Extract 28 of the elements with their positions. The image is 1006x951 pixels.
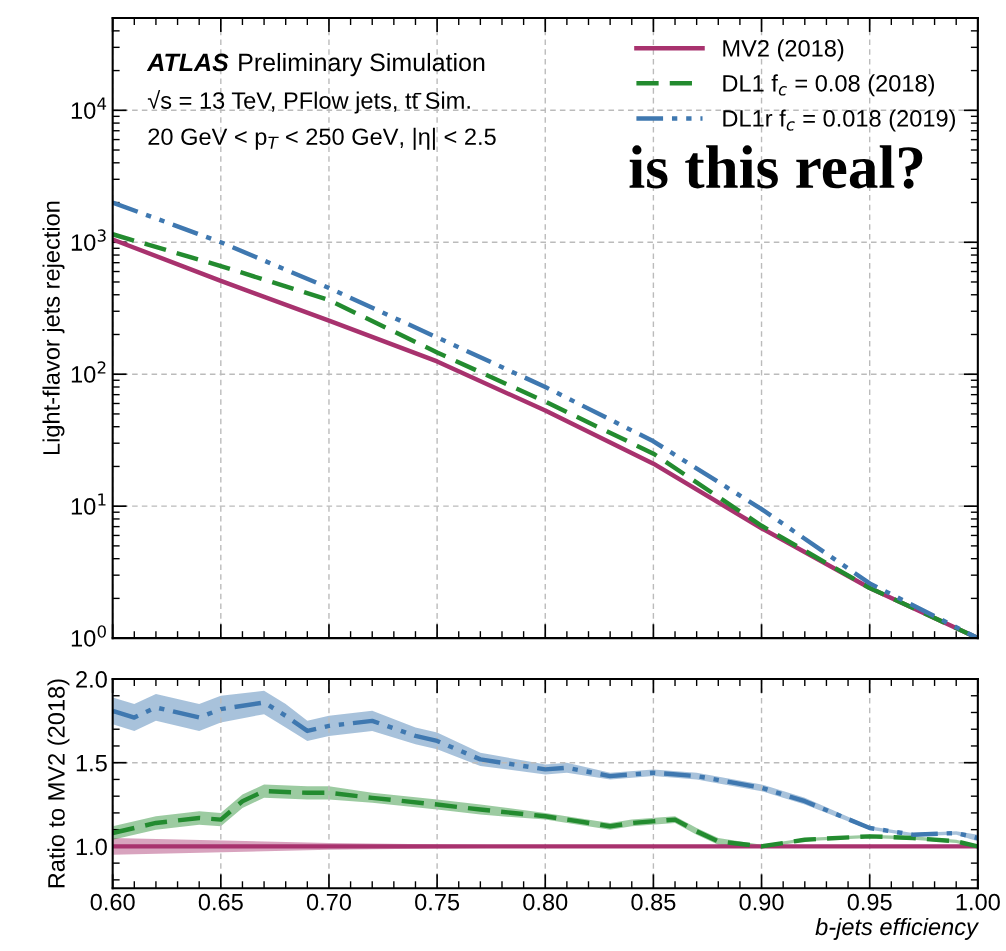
x-tick-label: 0.60 (90, 893, 135, 911)
x-tick-label: 0.70 (306, 893, 352, 911)
y-tick-label: 10$^{4}$ (71, 97, 107, 119)
legend-label: DL1r f$_{c}$ = 0.018 (2019) (723, 109, 956, 132)
x-tick-label: 0.85 (631, 893, 676, 911)
x-tick-label: 0.90 (739, 893, 784, 911)
legend-label: MV2 (2018) (723, 39, 844, 62)
y-tick-label: 1.5 (76, 755, 107, 772)
y-tick-label: 10$^{2}$ (71, 361, 106, 383)
y-axis-title: Light-flavor jets rejection (42, 201, 65, 455)
y-axis-title: Ratio to MV2 (2018) (47, 679, 70, 888)
annotation: 20 GeV < p$_{T}$ < 250 GeV, |η| < 2.5 (148, 127, 496, 150)
annotation: Preliminary Simulation (239, 52, 485, 77)
x-tick-label: 0.65 (198, 893, 243, 911)
y-tick-label: 1.0 (76, 838, 107, 856)
x-tick-label: 0.80 (523, 893, 568, 911)
annotation: √s = 13 TeV, PFlow jets, tt̄ Sim. (147, 89, 470, 114)
x-tick-label: 0.95 (847, 893, 892, 911)
legend-label: DL1 f$_{c}$ = 0.08 (2018) (723, 74, 935, 97)
x-axis-title: b-jets efficiency (815, 917, 980, 940)
x-tick-label: 1.00 (956, 893, 1000, 911)
x-tick-label: 0.75 (415, 893, 460, 911)
annotation: ATLAS (146, 53, 229, 72)
y-tick-label: 10$^{0}$ (71, 625, 106, 647)
annotation: is this real? (629, 145, 923, 189)
y-tick-label: 10$^{3}$ (71, 229, 106, 251)
y-tick-label: 10$^{1}$ (71, 493, 106, 515)
y-tick-label: 2.0 (76, 671, 107, 688)
